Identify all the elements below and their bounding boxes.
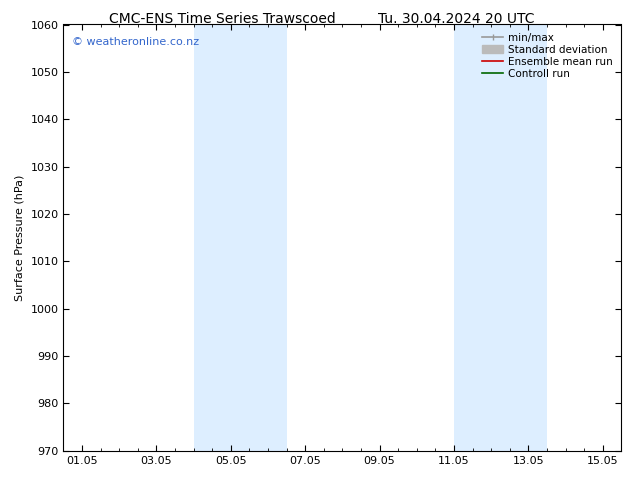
Bar: [454, 24, 547, 451]
Y-axis label: Surface Pressure (hPa): Surface Pressure (hPa): [15, 174, 25, 301]
Bar: [193, 24, 287, 451]
Text: © weatheronline.co.nz: © weatheronline.co.nz: [72, 37, 199, 48]
Text: CMC-ENS Time Series Trawscoed: CMC-ENS Time Series Trawscoed: [108, 12, 335, 26]
Legend: min/max, Standard deviation, Ensemble mean run, Controll run: min/max, Standard deviation, Ensemble me…: [479, 30, 616, 82]
Text: Tu. 30.04.2024 20 UTC: Tu. 30.04.2024 20 UTC: [378, 12, 534, 26]
